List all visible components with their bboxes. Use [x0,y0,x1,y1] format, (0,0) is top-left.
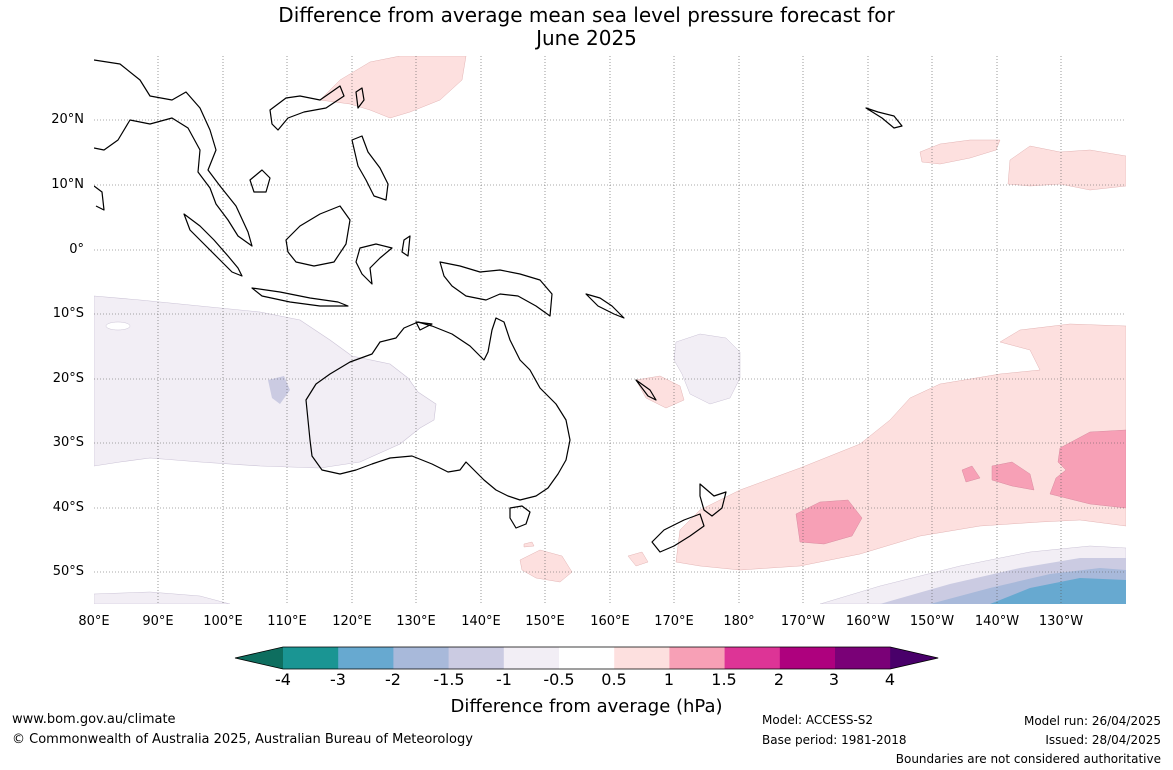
lon-label-150w: 150°W [909,614,955,629]
base-period-text: Base period: 1981-2018 [762,733,907,747]
colorbar-segment [614,647,670,669]
lon-label-170w: 170°W [780,614,826,629]
colorbar-segment [724,647,781,669]
lon-label-130w: 130°W [1038,614,1084,629]
lon-label-140w: 140°W [974,614,1020,629]
lon-label-130e: 130°E [396,614,436,629]
philippines-coastline [351,135,389,201]
lat-label-40s: 40°S [52,500,84,515]
lat-label-0: 0° [69,242,84,257]
new-zealand-south-coastline [651,513,705,553]
colorbar-extend-high [890,647,939,669]
colorbar-tick: -2 [385,670,401,689]
tasmania-coastline [509,505,531,529]
colorbar-tick: 1 [663,670,675,689]
colorbar-tick: 0.5 [601,670,627,689]
lon-label-150e: 150°E [525,614,565,629]
website-link[interactable]: www.bom.gov.au/climate [12,712,176,727]
colorbar-tick: -0.5 [543,670,575,689]
colorbar-segment [559,647,615,669]
new-guinea-coastline [439,261,553,317]
taiwan-coastline [355,87,365,109]
colorbar-segment [669,647,726,669]
lat-label-10n: 10°N [51,177,84,192]
new-zealand-north-coastline [699,483,727,517]
colorbar-segment [448,647,505,669]
map-title: Difference from average mean sea level p… [0,4,1173,50]
colorbar-title: Difference from average (hPa) [450,696,723,717]
lon-label-100e: 100°E [203,614,243,629]
title-line-1: Difference from average mean sea level p… [278,3,895,27]
lat-label-30s: 30°S [52,435,84,450]
title-line-2: June 2025 [536,26,637,50]
lon-label-140e: 140°E [461,614,501,629]
lon-label-160w: 160°W [845,614,891,629]
colorbar-tick: 1.5 [711,670,737,689]
java-coastline [251,287,349,307]
lon-label-160e: 160°E [590,614,630,629]
issued-text: Issued: 28/04/2025 [1045,733,1161,747]
australia-coastline [305,317,571,501]
colorbar-segment [835,647,891,669]
lon-label-80e: 80°E [78,614,110,629]
colorbar-tick: -3 [330,670,346,689]
positive-anomaly-region-north-pacific [919,139,1001,165]
colorbar-segment [503,647,560,669]
disclaimer-text: Boundaries are not considered authoritat… [895,752,1161,766]
colorbar-segment [779,647,836,669]
lat-label-10s: 10°S [52,306,84,321]
lon-label-180: 180° [723,614,755,629]
lon-label-120e: 120°E [332,614,372,629]
colorbar-tick: 4 [884,670,896,689]
colorbar-segment [393,647,450,669]
colorbar-segment [338,647,394,669]
borneo-coastline [285,205,351,267]
positive-anomaly-region-south-pacific [675,323,1126,571]
sumatra-coastline [183,213,243,277]
map-area [94,56,1126,604]
model-text: Model: ACCESS-S2 [762,713,874,727]
negative-anomaly-region-indian-ocean [94,295,437,469]
negative-anomaly-core [268,376,290,404]
colorbar-tick: -1 [496,670,512,689]
colorbar-tick: 2 [773,670,785,689]
lat-label-20s: 20°S [52,371,84,386]
positive-anomaly-region-north [319,56,467,119]
lon-label-90e: 90°E [142,614,174,629]
copyright-text: © Commonwealth of Australia 2025, Austra… [12,732,473,747]
colorbar-segment [283,647,339,669]
colorbar-tick: -4 [275,670,291,689]
mainland-asia-coastline [94,59,253,247]
graticule [94,56,1126,604]
colorbar-outline [234,646,939,670]
lon-label-170e: 170°E [654,614,694,629]
coastlines [94,59,903,553]
model-run-text: Model run: 26/04/2025 [1023,714,1161,728]
colorbar-tick: 3 [828,670,840,689]
lon-label-110e: 110°E [267,614,307,629]
colorbar-tick: -1.5 [433,670,465,689]
colorbar [234,646,939,670]
lat-label-50s: 50°S [52,564,84,579]
colorbar-extend-low [235,647,283,669]
sulawesi-coastline [355,243,393,285]
lat-label-20n: 20°N [51,112,84,127]
